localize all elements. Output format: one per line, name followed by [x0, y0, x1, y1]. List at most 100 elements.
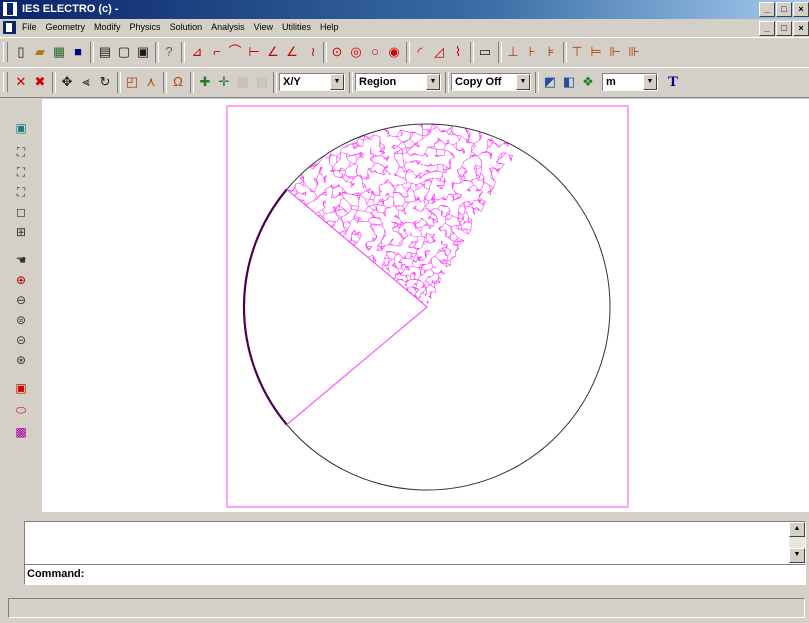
arc-line-icon[interactable]: ⌒: [228, 44, 242, 59]
zoom-object-icon[interactable]: ⊞: [15, 225, 27, 239]
doc-minimize-button[interactable]: _: [759, 21, 775, 36]
window-title: IES ELECTRO (c) -: [22, 3, 119, 15]
circle-tangent-icon[interactable]: ◉: [388, 44, 400, 59]
scroll-down-icon[interactable]: ▼: [789, 548, 805, 563]
open-folder-icon[interactable]: ▰: [35, 44, 45, 59]
mirror-icon[interactable]: ⫷: [82, 74, 90, 89]
view-plane-value: X/Y: [283, 76, 301, 88]
group-icon[interactable]: ⊧: [547, 44, 555, 59]
zoom-all-icon[interactable]: ⛶: [16, 185, 26, 199]
text-tool-icon[interactable]: T: [667, 74, 678, 90]
region-icon[interactable]: ◰: [125, 74, 139, 89]
circle-center-icon[interactable]: ⊙: [331, 44, 343, 59]
rotate-icon[interactable]: ↻: [99, 74, 111, 89]
mesh-node-icon[interactable]: ⊤: [571, 44, 583, 59]
drawing-canvas[interactable]: [42, 99, 809, 512]
circle-icon[interactable]: ○: [371, 44, 379, 59]
toolbar-grip[interactable]: [3, 42, 8, 62]
save-icon[interactable]: ■: [74, 44, 82, 59]
minimize-button[interactable]: _: [759, 2, 775, 17]
menu-physics[interactable]: Physics: [129, 22, 161, 32]
menu-solution[interactable]: Solution: [169, 22, 203, 32]
pan-hand-icon[interactable]: ☚: [15, 253, 27, 267]
mesh-delete-icon[interactable]: ⊪: [628, 44, 640, 59]
circle-radius-icon[interactable]: ◎: [350, 44, 362, 59]
toolbar-grip[interactable]: [3, 72, 8, 92]
boundary-icon[interactable]: ⬭: [15, 403, 27, 417]
mesh-refine-icon[interactable]: ⊨: [590, 44, 602, 59]
charge-minus-icon[interactable]: ✛: [218, 74, 230, 89]
mesh-edit-icon[interactable]: ⊩: [609, 44, 621, 59]
materials-icon[interactable]: ❖: [582, 74, 594, 89]
units-dropdown[interactable]: m ▼: [602, 73, 658, 91]
help-icon[interactable]: ?: [165, 44, 173, 59]
document-icon[interactable]: [3, 21, 16, 34]
menu-utilities[interactable]: Utilities: [281, 22, 311, 32]
zoom-out-icon[interactable]: ⊖: [15, 293, 27, 307]
zoom-extents-icon[interactable]: ⛶: [16, 165, 26, 179]
zoom-previous-icon[interactable]: ⊜: [15, 313, 27, 327]
chevron-down-icon[interactable]: ▼: [330, 74, 344, 90]
charge-plus-icon[interactable]: ✚: [199, 74, 211, 89]
command-panel: ▲ ▼ Command:: [24, 521, 806, 585]
chevron-down-icon[interactable]: ▼: [516, 74, 530, 90]
print-preview-icon[interactable]: ▢: [117, 44, 131, 59]
page-setup-icon[interactable]: ▣: [136, 44, 150, 59]
maximize-button[interactable]: □: [776, 2, 792, 17]
dimension-icon[interactable]: ⊥: [507, 44, 519, 59]
view-plane-dropdown[interactable]: X/Y ▼: [279, 73, 345, 91]
grid-disabled-icon[interactable]: ▦: [236, 74, 250, 89]
fork-icon[interactable]: ⋏: [146, 74, 156, 89]
doc-restore-button[interactable]: □: [776, 21, 792, 36]
node-icon[interactable]: ⊦: [528, 44, 536, 59]
table-disabled-icon[interactable]: ▤: [255, 74, 269, 89]
zoom-in-icon[interactable]: ⊕: [15, 273, 27, 287]
mesh-icon[interactable]: ▩: [15, 425, 27, 439]
command-history[interactable]: [25, 522, 789, 563]
close-button[interactable]: ×: [793, 2, 809, 17]
scroll-up-icon[interactable]: ▲: [789, 522, 805, 537]
zigzag-icon[interactable]: ≀: [310, 44, 316, 59]
units-value: m: [606, 76, 616, 88]
redraw-icon[interactable]: ▣: [15, 121, 27, 135]
omega-icon[interactable]: Ω: [173, 74, 183, 89]
zoom-next-icon[interactable]: ⊝: [15, 333, 27, 347]
paste-icon[interactable]: ◩: [543, 74, 557, 89]
spline-icon[interactable]: ⌇: [454, 44, 462, 59]
move-icon[interactable]: ✥: [61, 74, 73, 89]
menu-help[interactable]: Help: [319, 22, 339, 32]
menu-modify[interactable]: Modify: [94, 22, 121, 32]
menu-file[interactable]: File: [22, 22, 37, 32]
app-icon[interactable]: [3, 2, 17, 16]
command-scrollbar[interactable]: ▲ ▼: [789, 522, 805, 563]
horizontal-bracket-icon[interactable]: ⊢: [248, 44, 260, 59]
delete-all-icon[interactable]: ✖: [34, 74, 46, 89]
copy-mode-dropdown[interactable]: Copy Off ▼: [451, 73, 531, 91]
menu-view[interactable]: View: [253, 22, 273, 32]
line-segment-icon[interactable]: ⊿: [191, 44, 203, 59]
zoom-realtime-icon[interactable]: ⊛: [15, 353, 27, 367]
polyline-icon[interactable]: ⌐: [213, 44, 221, 59]
menu-analysis[interactable]: Analysis: [211, 22, 245, 32]
doc-close-button[interactable]: ×: [793, 21, 809, 36]
angle-icon[interactable]: ∠: [286, 44, 298, 59]
chevron-down-icon[interactable]: ▼: [643, 74, 657, 90]
menu-geometry[interactable]: Geometry: [45, 22, 86, 32]
layer-icon[interactable]: ◧: [562, 74, 576, 89]
status-bar: [8, 598, 805, 618]
fillet-icon[interactable]: ◿: [434, 44, 444, 59]
zoom-box-icon[interactable]: ◻: [16, 205, 26, 219]
rectangle-icon[interactable]: ▭: [478, 44, 492, 59]
select-region-icon[interactable]: ▣: [15, 381, 27, 395]
delete-icon[interactable]: ✕: [15, 74, 27, 89]
new-file-icon[interactable]: ▯: [17, 44, 25, 59]
command-line[interactable]: Command:: [25, 564, 805, 583]
mesh-elements: [286, 123, 513, 424]
selection-mode-dropdown[interactable]: Region ▼: [355, 73, 441, 91]
print-icon[interactable]: ▤: [98, 44, 112, 59]
arc-icon[interactable]: ◜: [417, 44, 423, 59]
chevron-down-icon[interactable]: ▼: [426, 74, 440, 90]
import-icon[interactable]: ▦: [52, 44, 66, 59]
angle-line-icon[interactable]: ∠: [267, 44, 279, 59]
zoom-window-icon[interactable]: ⛶: [16, 145, 26, 159]
